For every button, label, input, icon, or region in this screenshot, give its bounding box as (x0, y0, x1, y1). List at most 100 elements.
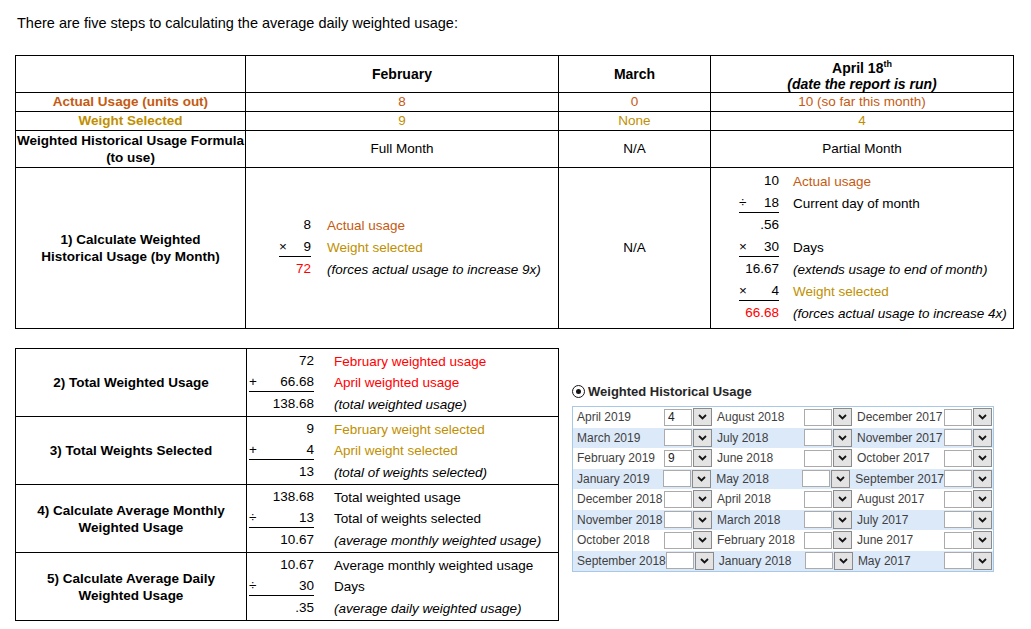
month-label: October 2017 (853, 451, 944, 465)
calc-label: (average daily weighted usage) (334, 601, 522, 616)
weight-value-box[interactable] (663, 470, 691, 487)
weight-value-box[interactable] (944, 429, 972, 446)
weighted-historical-usage-radio[interactable] (572, 385, 585, 398)
weight-dropdown-button[interactable] (833, 531, 852, 549)
month-grid-row: September 2018January 2018May 2017 (573, 551, 993, 572)
weight-dropdown-button[interactable] (973, 511, 992, 529)
weight-value-box[interactable] (805, 552, 833, 569)
weight-dropdown-button[interactable] (693, 490, 712, 508)
cell-step1-march: N/A (559, 167, 711, 328)
calc-line: 10.67Average monthly weighted usage (249, 554, 558, 576)
radio-selected-dot (576, 389, 581, 394)
calc-number: 72 (249, 353, 314, 370)
calc-number: 66.68 (739, 305, 779, 322)
calc-number: ÷18 (739, 195, 779, 213)
weight-value-box[interactable] (804, 450, 832, 467)
calc-operator: + (249, 442, 257, 458)
header-empty-cell (16, 56, 246, 93)
calc-line: 138.68(total weighted usage) (249, 393, 558, 415)
weight-value-box[interactable] (944, 450, 972, 467)
calc-label: (forces actual usage to increase 4x) (793, 306, 1007, 321)
weight-value-box[interactable] (804, 491, 832, 508)
weight-dropdown-button[interactable] (973, 470, 992, 488)
april-date-suffix: th (883, 59, 892, 69)
month-cell: July 2018 (713, 428, 853, 449)
weight-value-box[interactable] (944, 470, 972, 487)
calc-line: 66.68 (forces actual usage to increase 4x… (739, 303, 1013, 325)
weight-value-box[interactable] (664, 532, 692, 549)
month-label: March 2018 (713, 513, 804, 527)
chevron-down-icon (978, 455, 987, 461)
weight-value-box[interactable] (804, 511, 832, 528)
weight-value-box[interactable] (802, 470, 830, 487)
weight-dropdown-button[interactable] (693, 511, 712, 529)
weight-dropdown-button[interactable] (693, 531, 712, 549)
month-cell: November 2017 (853, 428, 993, 449)
calc-line: .56 (739, 215, 1013, 237)
calc-number: ×30 (739, 239, 779, 257)
weight-dropdown-button[interactable] (834, 552, 853, 570)
chevron-down-icon (838, 517, 847, 523)
calc-number: ÷30 (249, 578, 314, 596)
weight-value-box[interactable]: 4 (664, 409, 692, 426)
calc-label: April weighted usage (334, 375, 459, 390)
calc-label: (total of weights selected) (334, 465, 487, 480)
chevron-down-icon (697, 476, 706, 482)
weight-dropdown-button[interactable] (973, 490, 992, 508)
calc-label: Days (334, 579, 365, 594)
weight-dropdown-button[interactable] (693, 408, 712, 426)
weight-dropdown-button[interactable] (693, 429, 712, 447)
weight-value-box[interactable]: 9 (664, 450, 692, 467)
weight-dropdown-button[interactable] (833, 490, 852, 508)
weight-value-box[interactable] (804, 532, 832, 549)
weight-value-box[interactable] (944, 532, 972, 549)
cell-actual-usage-april: 10 (so far this month) (711, 92, 1014, 111)
weight-value-box[interactable] (944, 552, 972, 569)
month-label: March 2019 (573, 431, 664, 445)
weight-dropdown-button[interactable] (973, 531, 992, 549)
step2-calculation: 72February weighted usage+66.68April wei… (247, 349, 558, 416)
weight-dropdown-button[interactable] (973, 552, 992, 570)
month-label: June 2018 (713, 451, 804, 465)
month-cell: August 2018 (713, 407, 853, 428)
weight-dropdown-button[interactable] (693, 449, 712, 467)
calc-label: Days (793, 240, 824, 255)
calc-operator: ÷ (739, 195, 746, 211)
weight-dropdown-button[interactable] (833, 408, 852, 426)
calc-number: ×4 (739, 283, 779, 301)
weight-dropdown-button[interactable] (692, 470, 711, 488)
month-grid-row: February 20199June 2018October 2017 (573, 448, 993, 469)
weight-value-box[interactable] (666, 552, 694, 569)
april-note: (date the report is run) (787, 76, 936, 92)
chevron-down-icon (836, 476, 845, 482)
calc-number: .56 (739, 217, 779, 234)
weight-value-box[interactable] (804, 429, 832, 446)
cell-formula-april: Partial Month (711, 130, 1014, 167)
calc-label: (forces actual usage to increase 9x) (327, 262, 541, 277)
cell-step1-february: 8Actual usage×9Weight selected72(forces … (246, 167, 559, 328)
weight-dropdown-button[interactable] (695, 552, 714, 570)
weight-value-box[interactable] (664, 511, 692, 528)
weight-value-box[interactable] (944, 511, 972, 528)
weight-dropdown-button[interactable] (973, 408, 992, 426)
weight-dropdown-button[interactable] (831, 470, 850, 488)
weight-dropdown-button[interactable] (833, 511, 852, 529)
weight-dropdown-button[interactable] (833, 429, 852, 447)
weight-value-box[interactable] (804, 409, 832, 426)
month-label: July 2017 (853, 513, 944, 527)
weight-dropdown-button[interactable] (973, 429, 992, 447)
calc-operator: ÷ (249, 578, 256, 594)
chevron-down-icon (838, 496, 847, 502)
weight-dropdown-button[interactable] (973, 449, 992, 467)
weight-dropdown-button[interactable] (833, 449, 852, 467)
weight-value-box[interactable] (664, 429, 692, 446)
calc-line: 72February weighted usage (249, 350, 558, 372)
cell-weight-april: 4 (711, 111, 1014, 130)
weight-value-box[interactable] (664, 491, 692, 508)
weight-value-box[interactable] (944, 491, 972, 508)
weight-value-box[interactable] (944, 409, 972, 426)
month-cell: February 2018 (713, 530, 853, 551)
calc-number: 8 (279, 217, 311, 234)
month-cell: May 2017 (854, 551, 993, 572)
month-grid-row: April 20194August 2018December 2017 (573, 407, 993, 428)
